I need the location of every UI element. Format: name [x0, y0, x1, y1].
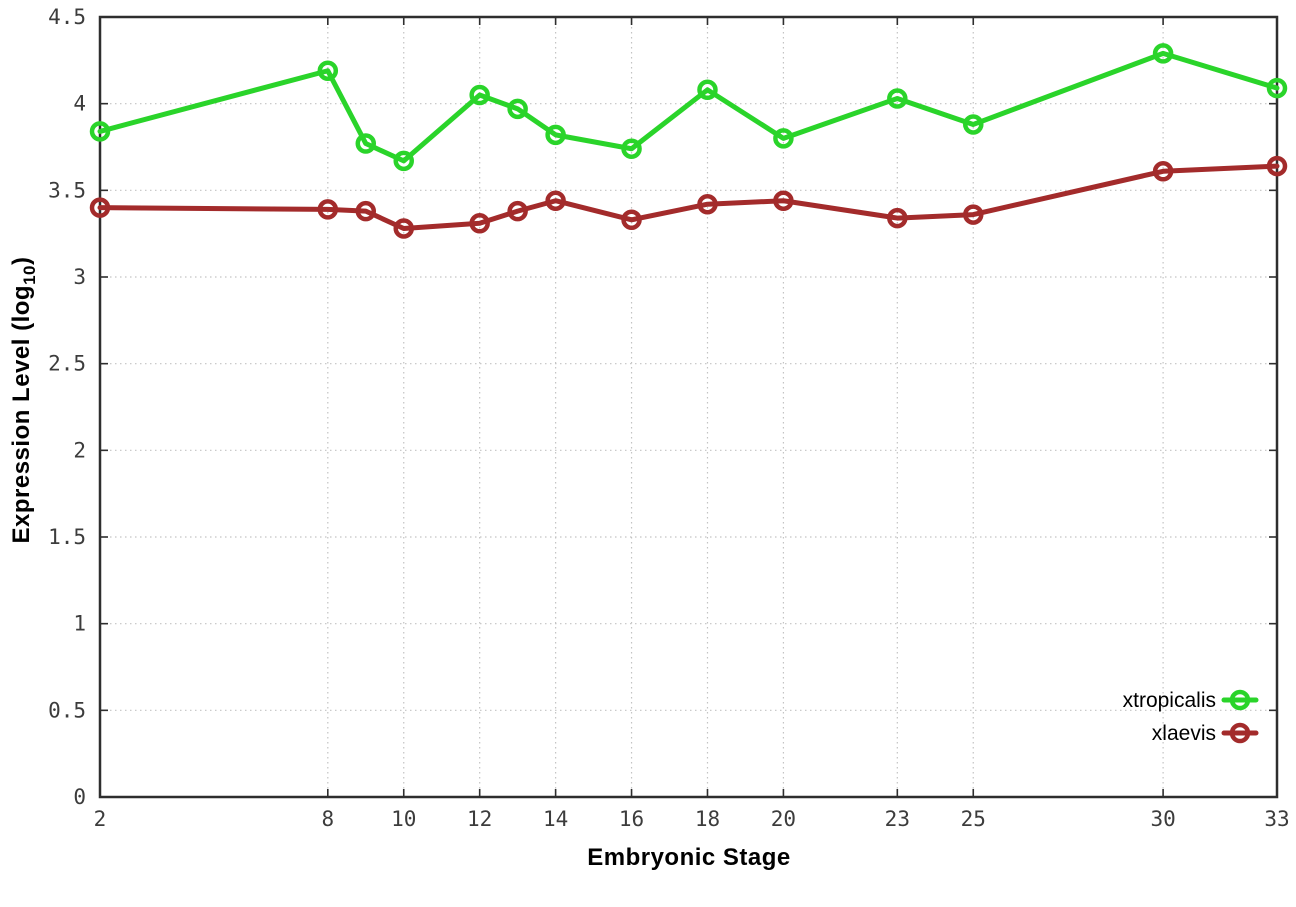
x-tick-label: 18 — [695, 807, 720, 831]
series-line-xtropicalis — [97, 50, 1280, 164]
y-tick-label: 4.5 — [48, 5, 86, 29]
data-point-xtropicalis — [697, 79, 718, 101]
y-tick-label: 3.5 — [48, 178, 86, 202]
data-point-xtropicalis — [545, 124, 566, 146]
legend-sample-marker-xlaevis — [1229, 722, 1251, 744]
x-tick-label: 8 — [321, 807, 334, 831]
x-tick-label: 16 — [619, 807, 644, 831]
x-tick-label: 10 — [391, 807, 416, 831]
data-point-xlaevis — [1266, 155, 1288, 177]
x-tick-label: 33 — [1264, 807, 1289, 831]
data-point-xlaevis — [317, 199, 339, 220]
y-tick-label: 1.5 — [48, 525, 86, 549]
plot-border — [98, 15, 1279, 799]
data-point-xtropicalis — [621, 138, 642, 159]
data-point-xlaevis — [469, 213, 490, 234]
series-line-xlaevis — [97, 163, 1280, 231]
data-point-xtropicalis — [317, 60, 339, 81]
y-tick-label: 0.5 — [48, 698, 86, 722]
tick-marks — [99, 16, 1278, 798]
y-axis-label: Expression Level (log10) — [8, 257, 40, 544]
plot-border-group — [98, 15, 1279, 799]
data-point-xlaevis — [621, 209, 642, 231]
data-point-xlaevis — [507, 200, 528, 222]
data-point-xlaevis — [887, 207, 908, 229]
x-tick-label: 23 — [885, 807, 910, 831]
y-axis-label-text: Expression Level (log — [8, 284, 36, 544]
legend-label-xlaevis: xlaevis — [1152, 722, 1216, 745]
legend-label-xtropicalis: xtropicalis — [1123, 689, 1216, 712]
y-tick-label: 4 — [73, 92, 86, 116]
data-point-xtropicalis — [507, 98, 528, 120]
legend-sample-marker-xtropicalis — [1229, 689, 1251, 711]
data-point-xlaevis — [1152, 161, 1174, 182]
y-axis-label-close: ) — [8, 256, 36, 266]
series-xlaevis — [89, 155, 1288, 239]
data-point-xtropicalis — [887, 88, 908, 109]
data-point-xtropicalis — [393, 150, 414, 172]
x-tick-label: 30 — [1150, 807, 1175, 831]
y-tick-label: 1 — [73, 612, 86, 636]
y-tick-label: 2 — [73, 438, 86, 462]
data-point-xlaevis — [773, 190, 794, 211]
series-xtropicalis — [89, 43, 1288, 172]
y-tick-label: 2.5 — [48, 352, 86, 376]
data-point-xtropicalis — [773, 128, 794, 149]
data-point-xtropicalis — [355, 133, 377, 154]
data-point-xtropicalis — [89, 121, 111, 142]
x-tick-label: 2 — [94, 807, 107, 831]
data-point-xlaevis — [545, 190, 566, 211]
data-point-xlaevis — [355, 200, 377, 222]
data-point-xtropicalis — [1266, 77, 1288, 99]
data-point-xlaevis — [697, 193, 718, 215]
data-point-xtropicalis — [469, 84, 490, 106]
y-tick-label: 3 — [73, 265, 86, 289]
x-tick-label: 20 — [771, 807, 796, 831]
x-axis-label: Embryonic Stage — [587, 844, 791, 871]
y-tick-label: 0 — [73, 785, 86, 809]
data-point-xlaevis — [89, 197, 111, 218]
gridlines — [99, 16, 1278, 798]
data-point-xtropicalis — [963, 114, 984, 135]
x-tick-label: 12 — [467, 807, 492, 831]
x-tick-label: 14 — [543, 807, 568, 831]
tick-labels: 0 0.5 1 1.5 2 2.5 3 3.5 4 4.5 2 8 10 12 14 16 18 20 23 25 30… — [48, 5, 1290, 831]
legend: xtropicalis xlaevis — [1123, 689, 1259, 745]
data-point-xlaevis — [963, 204, 984, 225]
data-point-xlaevis — [393, 218, 414, 239]
y-axis-label-subscript: 10 — [19, 265, 39, 285]
data-point-xtropicalis — [1152, 43, 1174, 64]
x-tick-label: 25 — [961, 807, 986, 831]
